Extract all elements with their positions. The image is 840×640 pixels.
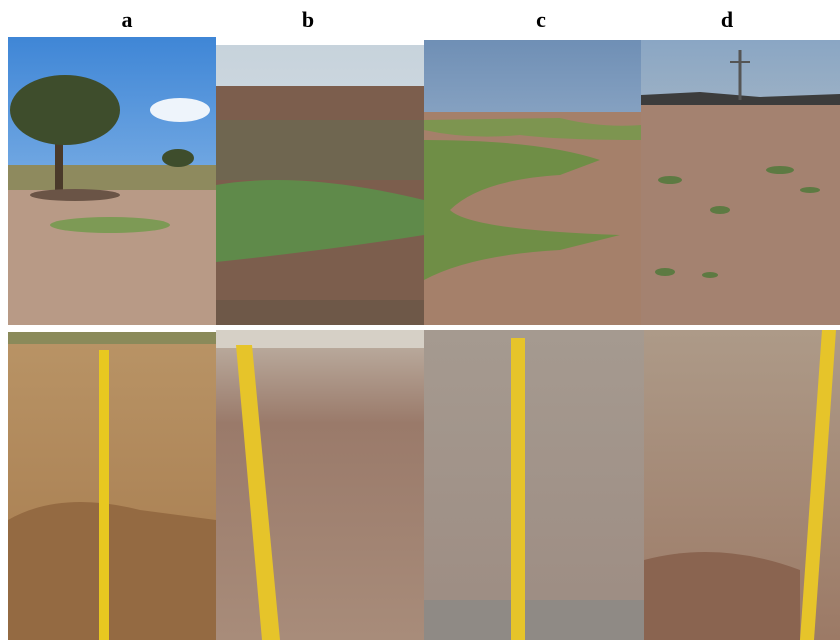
- panel-label: a: [122, 7, 133, 32]
- photo-landscape: [216, 45, 424, 325]
- figure: a b c d: [0, 0, 840, 640]
- page: a b c d: [0, 0, 840, 640]
- panel-label: b: [302, 7, 314, 32]
- photo-landscape: [8, 37, 216, 325]
- photo-soil-profile: [424, 330, 644, 640]
- photo-landscape: [424, 40, 641, 325]
- photo-soil-profile: [644, 330, 840, 640]
- panel-label: d: [721, 7, 733, 32]
- photo-landscape: [641, 40, 840, 325]
- panel-label: c: [536, 7, 546, 32]
- photo-soil-profile: [216, 330, 424, 640]
- photo-soil-profile: [8, 332, 216, 640]
